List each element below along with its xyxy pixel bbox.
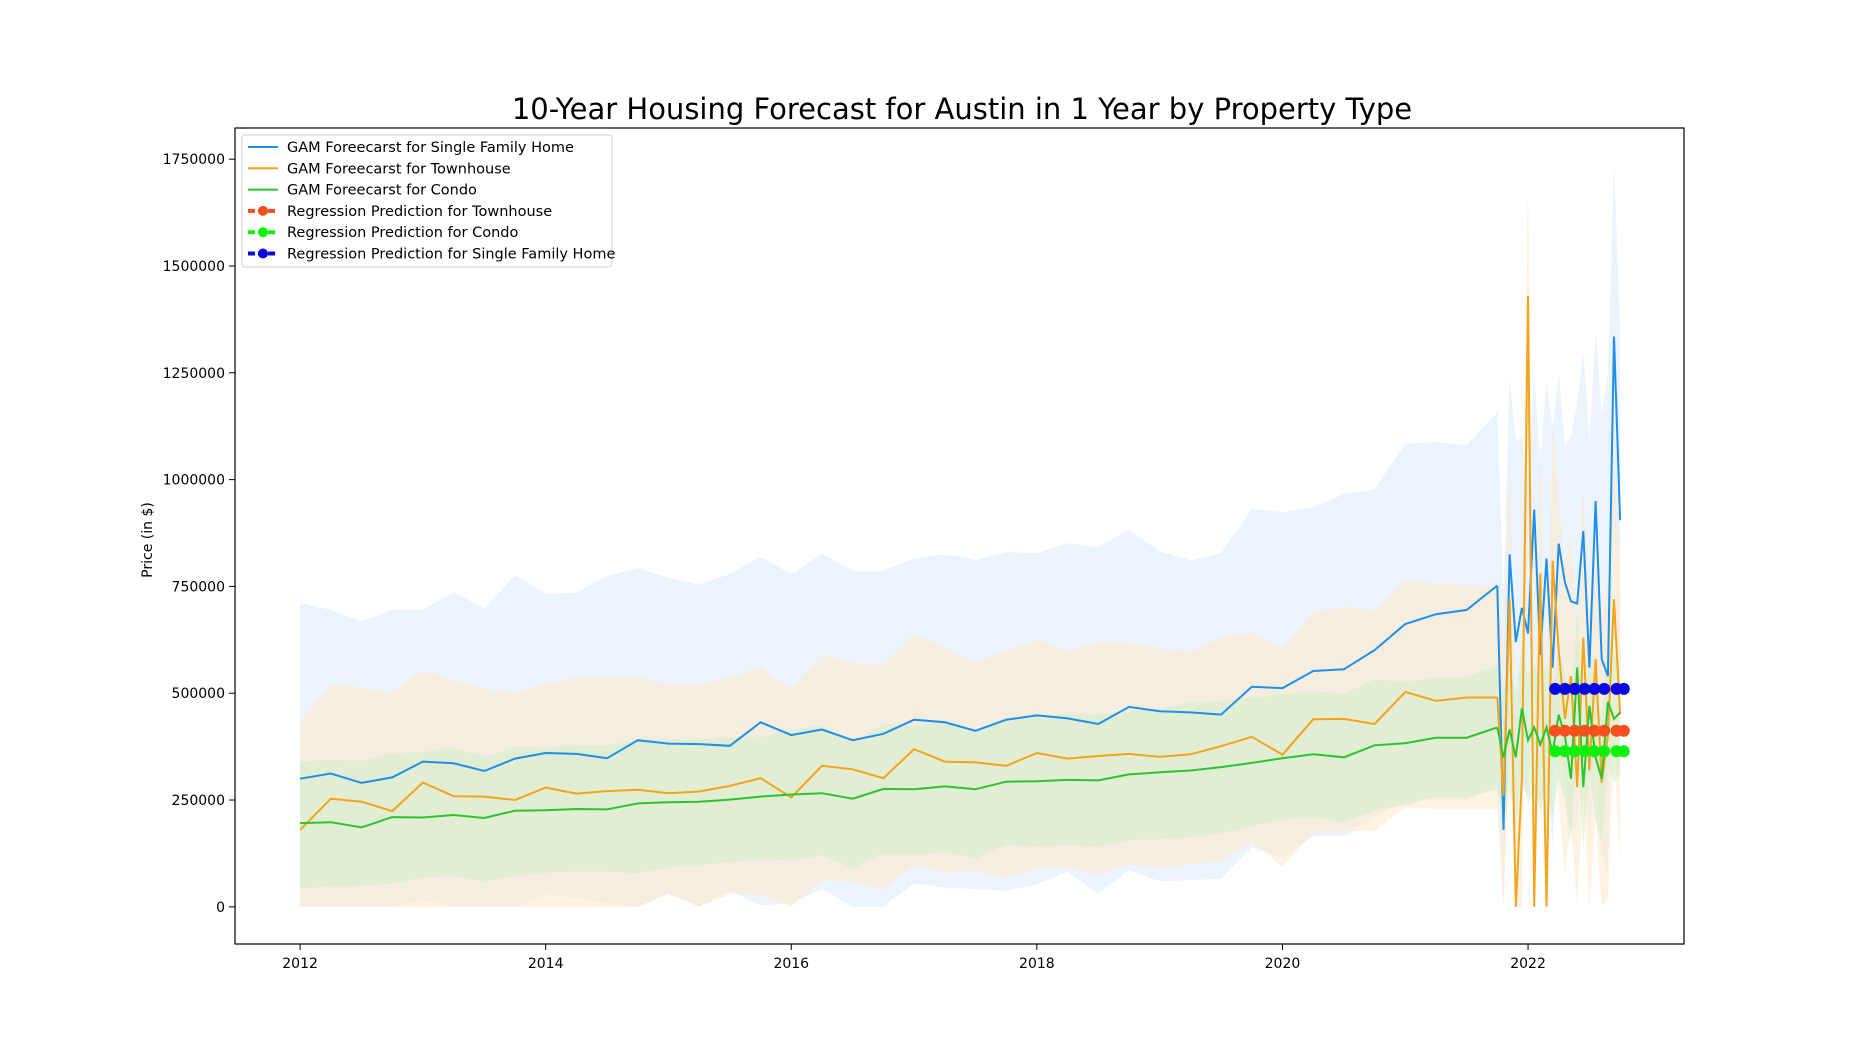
legend-box (241, 134, 613, 268)
x-tick-label: 2012 (282, 956, 318, 972)
gam-foreecarst-for-single-family-home-line (299, 584, 1498, 784)
regression-prediction-for-townhouse-point (1558, 724, 1571, 737)
chart-title: 10-Year Housing Forecast for Austin in 1… (512, 92, 1412, 126)
y-tick-label: 0 (216, 900, 225, 916)
legend-label-regression-prediction-for-townhouse: Regression Prediction for Townhouse (287, 204, 552, 220)
y-tick-label: 1750000 (163, 152, 225, 168)
regression-prediction-for-condo-point (1558, 745, 1571, 758)
regression-prediction-for-condo-point (1578, 745, 1591, 758)
legend-label-regression-prediction-for-condo: Regression Prediction for Condo (287, 225, 518, 241)
regression-prediction-for-townhouse-point (1578, 724, 1591, 737)
legend-label-gam-foreecarst-for-condo: GAM Foreecarst for Condo (287, 183, 477, 199)
regression-prediction-for-single-family-home-point (1578, 682, 1591, 695)
y-tick-label: 750000 (172, 579, 225, 595)
regression-prediction-for-single-family-home-point (1549, 682, 1562, 695)
y-tick-label: 1000000 (163, 473, 225, 489)
regression-prediction-for-condo-point (1549, 745, 1562, 758)
regression-prediction-for-townhouse-point (1568, 724, 1581, 737)
x-tick-label: 2022 (1510, 956, 1546, 972)
regression-prediction-for-single-family-home-point (1558, 682, 1571, 695)
regression-prediction-for-condo-point (1617, 745, 1630, 758)
gam-foreecarst-for-condo-forecast-line (1496, 667, 1621, 788)
regression-prediction-for-townhouse-point (1588, 724, 1601, 737)
plot-area (299, 163, 1630, 907)
gam-foreecarst-for-single-family-home-forecast-line (1496, 336, 1622, 830)
regression-prediction-for-single-family-home-point (1617, 682, 1630, 695)
y-tick-label: 250000 (172, 793, 225, 809)
regression-prediction-for-townhouse-point (1549, 724, 1562, 737)
legend-label-regression-prediction-for-single-family-home: Regression Prediction for Single Family … (287, 247, 615, 263)
regression-prediction-for-single-family-home-point (1588, 682, 1601, 695)
y-tick-label: 1500000 (163, 259, 225, 275)
y-tick-label: 1250000 (163, 366, 225, 382)
regression-prediction-for-single-family-home-point (1598, 682, 1611, 695)
plot-frame (234, 127, 1685, 945)
gam-foreecarst-for-condo-confidence-band (300, 665, 1498, 889)
x-tick-label: 2014 (528, 956, 564, 972)
regression-prediction-for-townhouse-point (1598, 724, 1611, 737)
gam-foreecarst-for-townhouse-line (299, 690, 1498, 831)
regression-prediction-for-single-family-home-point (1568, 682, 1581, 695)
gam-foreecarst-for-townhouse-forecast-line (1496, 295, 1622, 907)
regression-prediction-for-condo-point (1598, 745, 1611, 758)
legend-label-gam-foreecarst-for-townhouse: GAM Foreecarst for Townhouse (287, 161, 511, 177)
y-tick-label: 500000 (172, 686, 225, 702)
gam-foreecarst-for-condo-line (300, 726, 1498, 829)
regression-prediction-for-townhouse-point (1617, 724, 1630, 737)
regression-prediction-for-condo-point (1568, 745, 1581, 758)
x-tick-label: 2016 (773, 956, 809, 972)
axes: 2012 2014 2016 2018 2020 2022 0 250000 500000 750… (163, 127, 1685, 972)
regression-prediction-for-condo-point (1588, 745, 1601, 758)
legend: GAM Foreecarst for Single Family Home GAM… (241, 134, 615, 268)
y-axis-label: Price (in $) (140, 502, 156, 578)
x-tick-label: 2020 (1265, 956, 1301, 972)
legend-label-gam-foreecarst-for-single-family-home: GAM Foreecarst for Single Family Home (287, 140, 574, 156)
x-tick-label: 2018 (1019, 956, 1055, 972)
legend-marker-regression-prediction-for-townhouse (258, 205, 268, 216)
legend-marker-regression-prediction-for-condo (258, 227, 268, 238)
legend-marker-regression-prediction-for-single-family-home (258, 248, 268, 259)
